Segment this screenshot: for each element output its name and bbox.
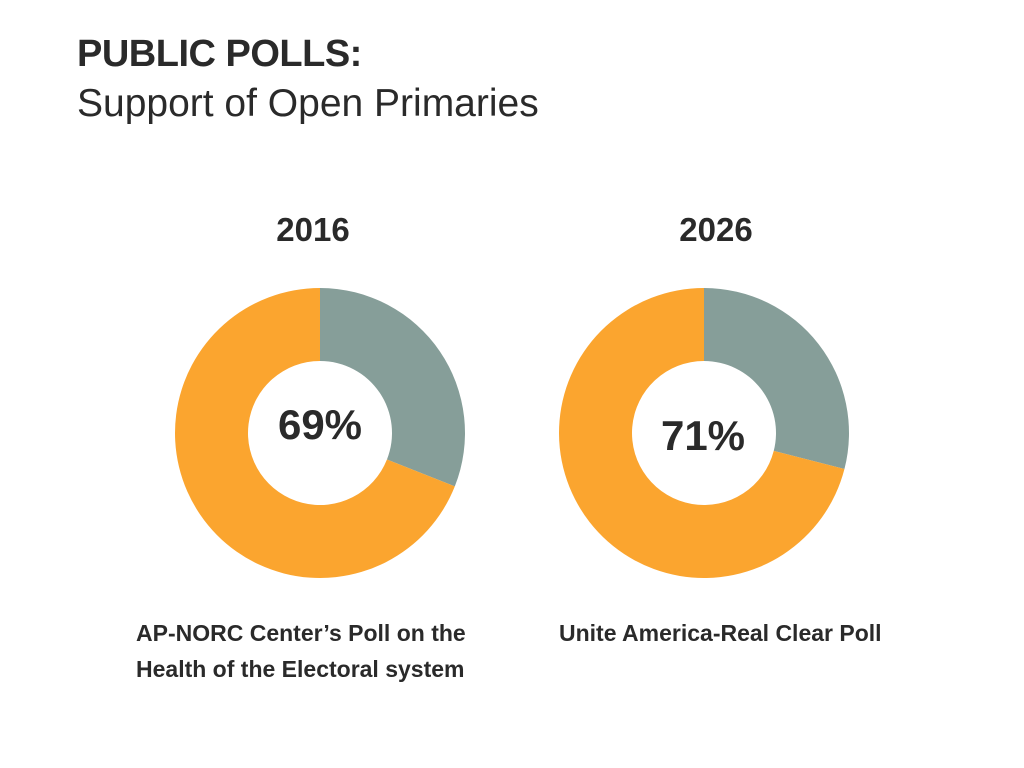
donut-slice-other bbox=[704, 288, 849, 470]
chart-2-center-label: 71% bbox=[660, 412, 746, 459]
donut-slice-support bbox=[175, 288, 455, 578]
chart-1-center-label: 69% bbox=[277, 401, 363, 448]
chart-2-title: 2026 bbox=[679, 211, 753, 248]
chart-2-caption: Unite America-Real Clear Poll bbox=[559, 620, 882, 646]
donut-chart-2016 bbox=[175, 288, 466, 578]
page-subtitle: Support of Open Primaries bbox=[77, 82, 539, 125]
donut-slice-other bbox=[320, 288, 466, 487]
donut-chart-2026 bbox=[559, 288, 849, 578]
donut-slice-support bbox=[559, 288, 845, 578]
page-title: PUBLIC POLLS: bbox=[77, 33, 362, 75]
chart-1-caption: AP-NORC Center’s Poll on the Health of t… bbox=[136, 620, 466, 682]
chart-1-title: 2016 bbox=[276, 211, 350, 248]
